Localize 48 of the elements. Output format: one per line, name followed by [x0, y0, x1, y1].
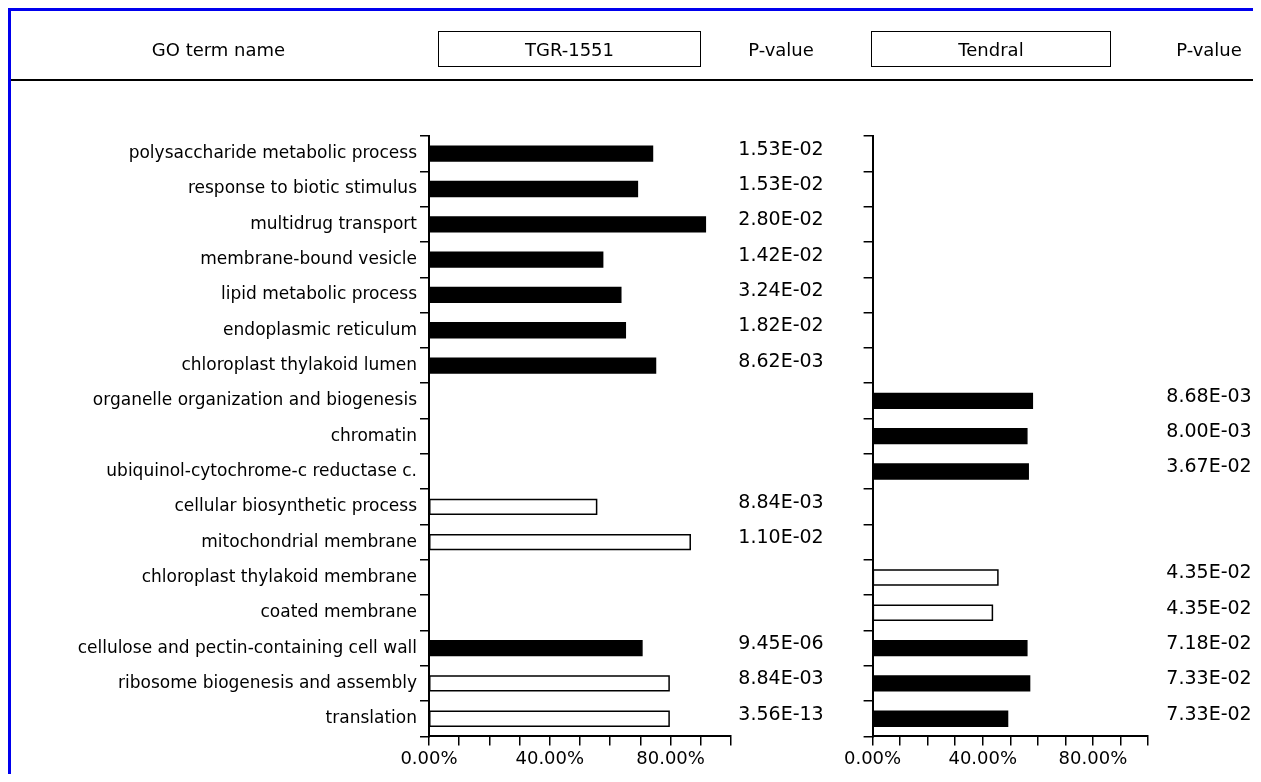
y-tick-label: endoplasmic reticulum — [223, 318, 417, 339]
text: 1.53E-02 — [738, 171, 824, 194]
text: P-value — [747, 39, 815, 60]
y-tick-label: cellular biosynthetic process — [174, 495, 418, 516]
y-tick-label: coated membrane — [260, 601, 417, 622]
x-tick-label: 40.00% — [948, 746, 1018, 768]
text: 1.82E-02 — [738, 313, 824, 336]
text: 4.35E-02 — [1166, 595, 1252, 618]
y-tick-label: response to biotic stimulus — [187, 177, 418, 198]
text: 9.45E-06 — [738, 631, 824, 654]
y-tick-label: mitochondrial membrane — [201, 530, 417, 551]
y-tick-label: multidrug transport — [250, 212, 418, 233]
text: 3.67E-02 — [1166, 454, 1252, 477]
text: 8.84E-03 — [738, 666, 824, 689]
y-tick-label: chromatin — [330, 424, 417, 445]
text: 1.53E-02 — [738, 136, 824, 159]
y-tick-label: membrane-bound vesicle — [200, 248, 417, 269]
chart-title: Tendral — [871, 31, 1111, 67]
x-tick-label: 0.00% — [844, 746, 902, 768]
y-tick-label: chloroplast thylakoid membrane — [141, 565, 417, 586]
text: 4.35E-02 — [1166, 560, 1252, 583]
text: 7.33E-02 — [1166, 666, 1252, 689]
chart-title: TGR-1551 — [438, 31, 701, 67]
x-tick-label: 80.00% — [636, 746, 705, 768]
y-tick-label: ubiquinol-cytochrome-c reductase c. — [106, 459, 417, 480]
text: 7.18E-02 — [1166, 631, 1252, 654]
y-axis-title: GO term name — [150, 39, 287, 60]
y-tick-label: chloroplast thylakoid lumen — [181, 353, 417, 374]
text: 8.84E-03 — [738, 489, 824, 512]
text: 8.00E-03 — [1166, 419, 1252, 442]
text: 8.68E-03 — [1166, 383, 1252, 406]
text: 8.62E-03 — [738, 348, 824, 371]
text: 1.10E-02 — [738, 525, 824, 548]
text: 3.24E-02 — [738, 277, 824, 300]
text: P-value — [1175, 39, 1243, 60]
y-tick-label: polysaccharide metabolic process — [128, 142, 418, 163]
y-tick-label: ribosome biogenesis and assembly — [118, 671, 417, 692]
x-tick-label: 80.00% — [1058, 746, 1128, 768]
text: 3.56E-13 — [738, 701, 824, 724]
y-tick-label: organelle organization and biogenesis — [92, 389, 418, 410]
y-tick-label: cellulose and pectin-containing cell wall — [77, 636, 417, 657]
y-tick-label: translation — [325, 707, 417, 728]
text: 7.33E-02 — [1166, 701, 1252, 724]
y-tick-label: lipid metabolic process — [221, 283, 418, 304]
text: 1.42E-02 — [738, 242, 824, 265]
x-tick-label: 0.00% — [400, 746, 458, 768]
x-tick-label: 40.00% — [515, 746, 585, 768]
text: 2.80E-02 — [738, 207, 824, 230]
